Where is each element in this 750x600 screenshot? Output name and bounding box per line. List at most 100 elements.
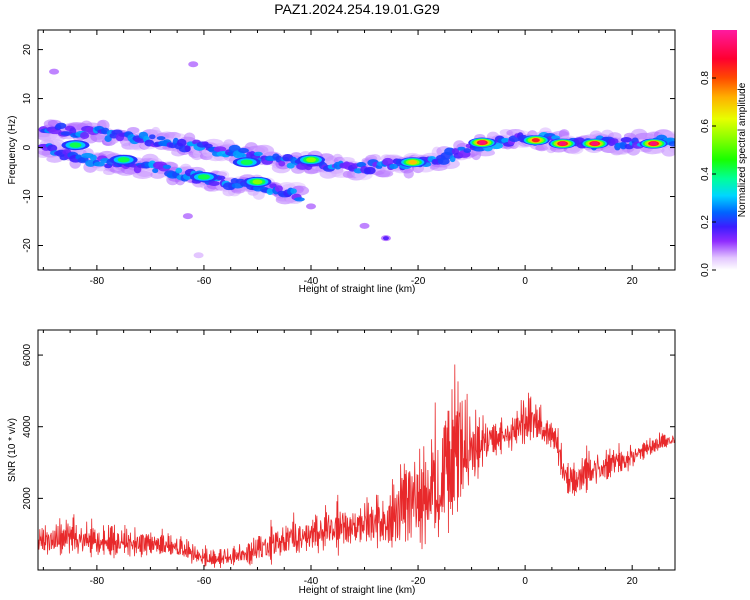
y-tick-label: 20	[22, 44, 33, 56]
colorbar-tick-label: 0.6	[700, 119, 711, 133]
spectral-core	[149, 134, 156, 140]
x-tick-label: 20	[627, 576, 639, 587]
spectral-halo	[290, 152, 302, 159]
colorbar-label: Normalized spectral amplitude	[737, 82, 748, 217]
spectral-isolated-blob	[49, 68, 60, 75]
spectral-core	[274, 185, 283, 193]
spectral-core	[89, 154, 97, 161]
spectrogram-y-label: Frequency (Hz)	[7, 116, 18, 185]
spectral-core	[162, 164, 172, 169]
spectral-hotspot	[590, 141, 599, 146]
spectral-core	[266, 188, 274, 195]
spectral-hotspot	[306, 157, 316, 163]
spectral-core	[152, 168, 159, 174]
spectral-core	[55, 122, 67, 129]
spectral-core	[286, 162, 295, 169]
spectral-hotspot	[649, 141, 658, 146]
spectral-isolated-core	[382, 236, 389, 241]
x-tick-label: 0	[522, 576, 528, 587]
x-tick-label: -40	[304, 276, 319, 287]
x-tick-label: -60	[197, 276, 212, 287]
spectral-core	[668, 141, 675, 147]
snr-x-label: Height of straight line (km)	[299, 585, 416, 596]
colorbar-gradient	[712, 30, 737, 270]
spectral-isolated-blob	[188, 61, 199, 68]
spectral-core	[208, 181, 220, 187]
snr-y-label: SNR (10 * v/v)	[7, 418, 18, 482]
spectral-core	[389, 163, 399, 170]
spectral-isolated-blob	[306, 203, 316, 210]
x-tick-label: -80	[90, 576, 105, 587]
spectral-core	[213, 146, 227, 153]
spectrogram-y-ticks: -20 -10 0 10 20	[22, 44, 675, 253]
spectral-halo	[46, 155, 63, 163]
spectral-core	[620, 137, 632, 143]
snr-plot: -80 -60 -40 -20 0 20 2000 4000 6000 Height of s…	[7, 329, 676, 596]
spectral-halo	[183, 132, 196, 143]
figure-title: PAZ1.2024.254.19.01.G29	[274, 1, 440, 17]
spectrogram-frame	[37, 29, 676, 271]
spectral-core	[176, 138, 187, 147]
spectral-core	[290, 188, 297, 194]
spectral-core	[294, 197, 305, 202]
colorbar-tick-label: 0.8	[700, 71, 711, 85]
y-tick-label: 10	[22, 93, 33, 105]
x-tick-label: 20	[627, 276, 639, 287]
spectral-core	[444, 147, 456, 156]
spectrogram-blobs	[38, 61, 675, 259]
y-tick-label: 0	[22, 144, 33, 150]
spectral-hotspot	[117, 157, 130, 163]
snr-frame	[37, 329, 676, 571]
colorbar: 0.0 0.2 0.4 0.6 0.8 Normalized spectral ampl…	[700, 30, 748, 277]
spectral-core	[184, 145, 191, 153]
spectral-hotspot	[252, 179, 263, 185]
colorbar-tick-label: 0.2	[700, 215, 711, 229]
y-tick-label: 6000	[22, 344, 33, 367]
spectral-core	[457, 146, 466, 151]
spectral-core	[238, 148, 249, 154]
x-tick-label: -80	[90, 276, 105, 287]
spectral-hotspot	[558, 141, 567, 146]
spectral-isolated-blob	[193, 252, 204, 259]
spectral-core	[278, 160, 286, 167]
spectral-hotspot	[478, 140, 487, 145]
spectral-core	[472, 147, 486, 152]
colorbar-tick-label: 0.0	[700, 263, 711, 277]
spectrogram-plot: -80 -60 -40 -20 0 20 -20 -10 0 10 20 Height of st…	[7, 29, 676, 295]
spectral-core	[156, 136, 166, 141]
x-tick-label: -40	[304, 576, 319, 587]
spectral-core	[175, 167, 183, 174]
x-tick-label: -20	[411, 576, 426, 587]
y-tick-label: 2000	[22, 487, 33, 510]
spectral-hotspot	[531, 138, 540, 143]
spectral-core	[253, 151, 263, 157]
spectrogram-x-ticks: -80 -60 -40 -20 0 20	[42, 30, 660, 287]
y-tick-label: -20	[22, 238, 33, 253]
spectral-core	[551, 135, 561, 140]
spectral-hotspot	[69, 142, 82, 148]
x-tick-label: -20	[411, 276, 426, 287]
spectral-hotspot	[240, 159, 253, 165]
spectral-core	[47, 144, 58, 152]
spectral-core	[610, 138, 619, 145]
y-tick-label: -10	[22, 189, 33, 204]
snr-x-ticks: -80 -60 -40 -20 0 20	[42, 330, 660, 587]
y-tick-label: 4000	[22, 415, 33, 438]
snr-series-line	[38, 364, 675, 569]
spectral-core	[501, 137, 511, 143]
spectral-hotspot	[197, 174, 210, 180]
x-tick-label: 0	[522, 276, 528, 287]
spectrogram-x-label: Height of straight line (km)	[299, 284, 416, 295]
spectral-halo	[651, 147, 665, 154]
spectral-hotspot	[408, 160, 418, 165]
spectral-core	[93, 161, 105, 167]
colorbar-ticks: 0.0 0.2 0.4 0.6 0.8	[700, 71, 716, 277]
spectral-halo	[403, 168, 414, 179]
spectral-core	[463, 148, 472, 154]
spectral-isolated-blob	[182, 213, 193, 220]
colorbar-tick-label: 0.4	[700, 167, 711, 181]
spectral-core	[437, 157, 450, 165]
snr-y-ticks: 2000 4000 6000	[22, 344, 675, 510]
spectral-isolated-blob	[359, 222, 370, 229]
